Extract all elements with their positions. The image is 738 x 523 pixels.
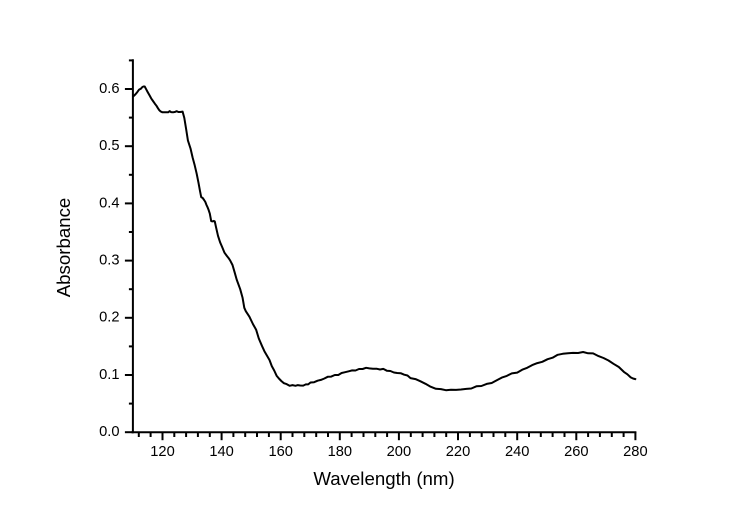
svg-text:0.6: 0.6 <box>99 81 119 97</box>
svg-text:200: 200 <box>387 444 411 460</box>
svg-text:0.4: 0.4 <box>99 195 119 211</box>
svg-text:260: 260 <box>564 444 588 460</box>
svg-text:0.1: 0.1 <box>99 367 119 383</box>
svg-text:140: 140 <box>209 444 233 460</box>
svg-text:240: 240 <box>505 444 529 460</box>
svg-text:280: 280 <box>623 444 647 460</box>
svg-text:0.2: 0.2 <box>99 310 119 326</box>
svg-text:0.5: 0.5 <box>99 138 119 154</box>
svg-text:Absorbance: Absorbance <box>53 198 74 298</box>
svg-text:160: 160 <box>268 444 292 460</box>
svg-text:180: 180 <box>328 444 352 460</box>
svg-text:Wavelength (nm): Wavelength (nm) <box>313 468 454 489</box>
svg-text:0.0: 0.0 <box>99 424 119 440</box>
svg-text:120: 120 <box>150 444 174 460</box>
svg-text:0.3: 0.3 <box>99 253 119 269</box>
svg-text:220: 220 <box>446 444 470 460</box>
